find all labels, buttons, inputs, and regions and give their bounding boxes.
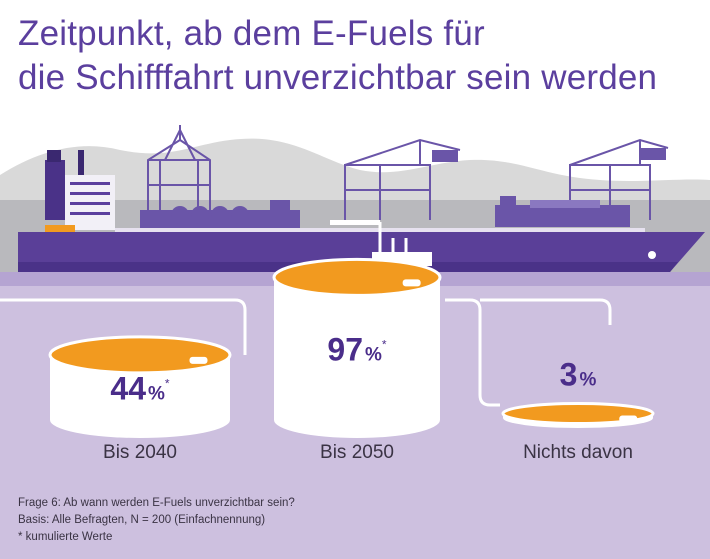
pipes (0, 298, 612, 407)
tank-top (501, 402, 655, 425)
value-label-nichts-davon: 3% (560, 357, 597, 393)
category-label-nichts-davon: Nichts davon (523, 442, 633, 463)
background-hills (0, 138, 710, 220)
value-label-bis-2050: 97 %* (327, 332, 387, 368)
distant-ships (140, 196, 630, 228)
page-title: Zeitpunkt, ab dem E-Fuels für die Schiff… (18, 12, 698, 100)
value-number: 97 (327, 332, 363, 368)
harbor-cranes (147, 125, 669, 220)
title-line-1: Zeitpunkt, ab dem E-Fuels für (18, 14, 485, 53)
value-label-bis-2040: 44 %* (110, 370, 170, 406)
tank-body (274, 277, 440, 438)
tank-top (272, 257, 442, 297)
category-label-bis-2040: Bis 2040 (103, 442, 177, 463)
value-unit: % (365, 345, 382, 366)
tank-nichts-davon (501, 402, 655, 428)
value-number: 3 (560, 357, 578, 393)
tanker-ship (18, 150, 705, 272)
tank-hatch (189, 356, 208, 364)
title-line-2: die Schifffahrt unverzichtbar sein werde… (18, 58, 658, 97)
category-label-bis-2050: Bis 2050 (320, 442, 394, 463)
tank-body (50, 354, 230, 438)
footnote: Frage 6: Ab wann werden E-Fuels unverzic… (18, 495, 295, 546)
value-number: 44 (110, 370, 146, 406)
chart-marks: 44 %*97 %*3% (48, 257, 655, 438)
cumulative-marker: * (165, 376, 170, 390)
crane-cabin (432, 150, 458, 162)
crane-cabin (640, 148, 666, 160)
tank-top (48, 335, 232, 375)
footnote-cumulative-note: * kumulierte Werte (18, 531, 113, 543)
tank-hatch (619, 415, 638, 423)
footnote-question: Frage 6: Ab wann werden E-Fuels unverzic… (18, 497, 295, 509)
cumulative-marker: * (382, 338, 387, 352)
tank-bis-2040 (48, 335, 232, 438)
value-unit: % (148, 383, 165, 404)
value-unit: % (579, 370, 596, 391)
footnote-base: Basis: Alle Befragten, N = 200 (Einfachn… (18, 514, 266, 526)
tank-bis-2050 (272, 257, 442, 438)
tank-hatch (402, 279, 421, 287)
